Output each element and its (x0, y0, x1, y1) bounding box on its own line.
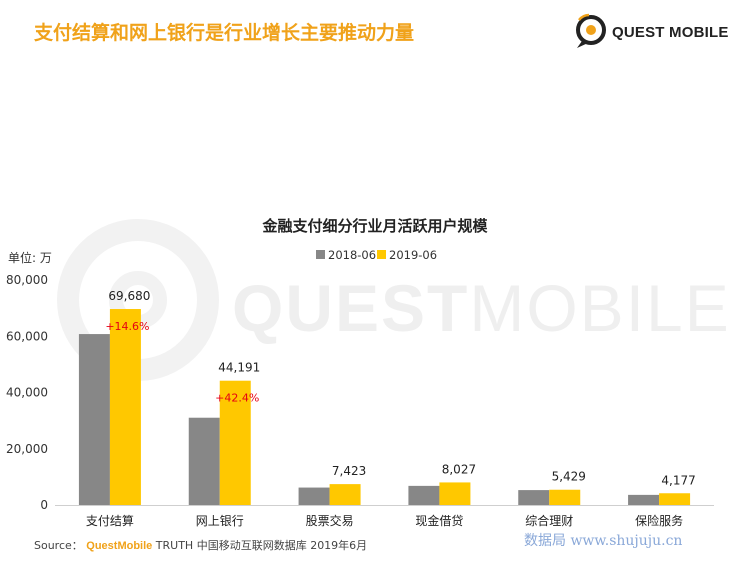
bar-2018-06 (408, 485, 440, 505)
bar-2019-06 (219, 380, 251, 505)
y-tick-label: 20,000 (6, 442, 48, 456)
bar-2019-06 (329, 484, 361, 505)
watermark-light: MOBILE (469, 271, 731, 345)
bar-2019-06 (439, 482, 471, 505)
logo-text: QUEST MOBILE (612, 24, 729, 41)
watermark-bold: QUEST (232, 271, 470, 345)
data-label: 69,680 (108, 289, 150, 303)
watermark-text: QUESTMOBILE (232, 270, 731, 346)
logo-signal-icon (578, 13, 590, 21)
x-axis-labels: 支付结算 网上银行 股票交易 现金借贷 综合理财 保险服务 (86, 513, 683, 528)
legend-label: 2018-06 (328, 248, 376, 262)
y-axis: 0 20,000 40,000 60,000 80,000 (6, 273, 48, 512)
x-tick-label: 现金借贷 (415, 513, 463, 528)
bars: 69,680 +14.6% 44,191 +42.4% 7,423 8,027 5,429 4… (78, 289, 696, 505)
logo-ring-icon (576, 15, 606, 45)
legend-swatch (377, 250, 386, 259)
growth-label: +14.6% (105, 320, 149, 333)
page-headline: 支付结算和网上银行是行业增长主要推动力量 (34, 22, 415, 44)
logo-tail-icon (577, 41, 588, 48)
bar-2019-06 (549, 489, 581, 505)
data-label: 4,177 (661, 473, 695, 487)
x-tick-label: 网上银行 (196, 514, 244, 528)
y-tick-label: 40,000 (6, 386, 48, 400)
bar-2018-06 (78, 334, 110, 505)
bar-2018-06 (298, 487, 330, 505)
source-note: Source： QuestMobile TRUTH 中国移动互联网数据库 201… (34, 537, 367, 553)
x-tick-label: 保险服务 (635, 513, 683, 528)
legend-swatch (316, 250, 325, 259)
unit-label: 单位: 万 (8, 250, 52, 265)
data-label: 5,429 (552, 470, 586, 484)
bar-2019-06 (109, 309, 141, 505)
x-tick-label: 股票交易 (306, 513, 354, 528)
data-label: 8,027 (442, 462, 476, 476)
x-tick-label: 支付结算 (86, 513, 134, 528)
bar-2019-06 (659, 493, 691, 505)
chart-title: 金融支付细分行业月活跃用户规模 (261, 217, 488, 235)
x-tick-label: 综合理财 (525, 513, 573, 528)
bar-2018-06 (188, 417, 220, 505)
data-label: 44,191 (218, 361, 260, 375)
legend-label: 2019-06 (389, 248, 437, 262)
growth-label: +42.4% (215, 392, 259, 405)
y-tick-label: 80,000 (6, 273, 48, 287)
bar-2018-06 (628, 494, 660, 505)
bar-2018-06 (518, 490, 550, 505)
source-prefix: Source： (34, 539, 83, 552)
source-rest: TRUTH 中国移动互联网数据库 2019年6月 (152, 539, 368, 552)
quest-mobile-logo (576, 13, 606, 48)
chart-legend: 2018-06 2019-06 (316, 248, 437, 262)
y-tick-label: 60,000 (6, 329, 48, 343)
source-brand: QuestMobile (86, 540, 153, 552)
data-label: 7,423 (332, 464, 366, 478)
site-watermark: 数据局 www.shujuju.cn (524, 533, 683, 549)
y-tick-label: 0 (40, 498, 48, 512)
logo-dot-icon (586, 25, 596, 35)
